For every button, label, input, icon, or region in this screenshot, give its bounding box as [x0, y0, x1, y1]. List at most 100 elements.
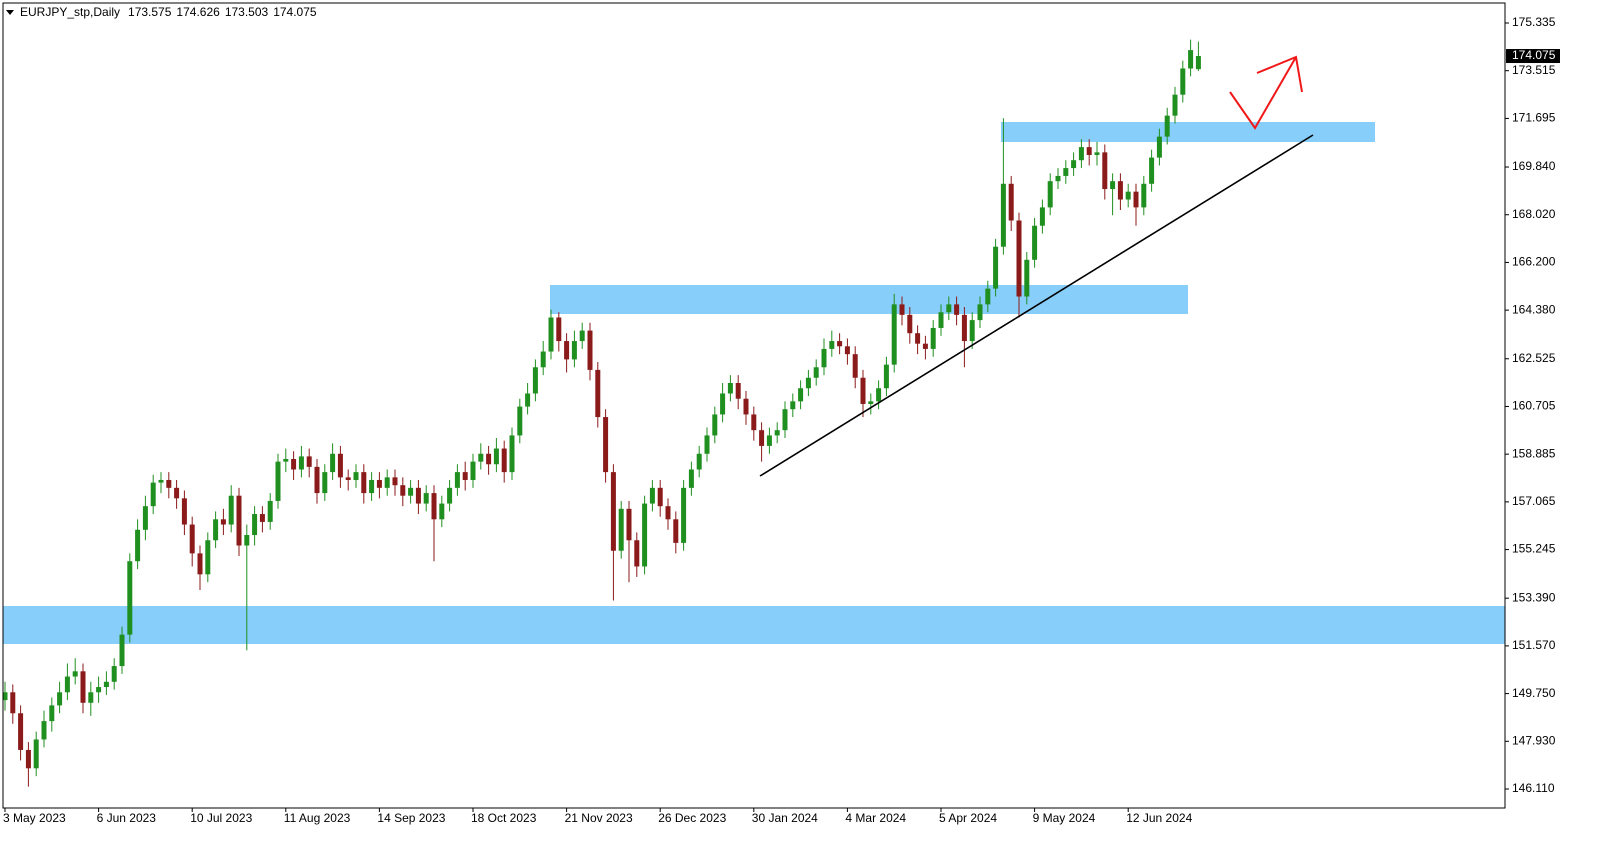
candle-body	[1063, 168, 1069, 176]
candle-body	[1141, 183, 1147, 208]
candle-body	[782, 409, 788, 431]
x-tick-label: 12 Jun 2024	[1126, 811, 1192, 825]
menu-icon	[6, 10, 14, 15]
candle-body	[142, 506, 148, 530]
last-open: 173.575	[128, 5, 172, 19]
candle-body	[135, 529, 141, 562]
candle-body	[1164, 115, 1170, 137]
candle-body	[790, 401, 796, 410]
candle-body	[454, 472, 460, 488]
candle-body	[525, 393, 531, 407]
candle-body	[361, 472, 367, 494]
y-tick-label: 149.750	[1512, 686, 1556, 700]
candle-body	[96, 687, 102, 693]
candle-body	[25, 749, 31, 769]
candle-body	[805, 377, 811, 389]
candle-body	[337, 453, 343, 478]
candle-body	[49, 705, 55, 722]
x-tick-label: 3 May 2023	[3, 811, 66, 825]
y-tick-label: 146.110	[1512, 781, 1555, 795]
candle-body	[470, 461, 476, 480]
x-tick-label: 4 Mar 2024	[845, 811, 906, 825]
candles	[2, 39, 1201, 787]
candle-body	[860, 377, 866, 404]
candle-body	[517, 406, 523, 436]
candle-body	[1110, 181, 1116, 190]
candle-body	[314, 466, 320, 494]
candle-body	[571, 341, 577, 360]
y-tick-label: 153.390	[1512, 590, 1556, 604]
candle-body	[696, 453, 702, 470]
candle-body	[18, 713, 24, 750]
candle-body	[649, 487, 655, 504]
candle-body	[408, 487, 414, 496]
x-tick-label: 5 Apr 2024	[939, 811, 997, 825]
candle-body	[1094, 152, 1100, 155]
candle-body	[532, 367, 538, 394]
candle-body	[922, 343, 928, 349]
y-tick-label: 164.380	[1512, 302, 1556, 316]
candle-body	[330, 453, 336, 473]
y-tick-label: 158.885	[1512, 446, 1556, 460]
candle-body	[938, 312, 944, 328]
candle-body	[166, 479, 172, 488]
candle-body	[392, 477, 398, 486]
candle-body	[798, 388, 804, 402]
candle-body	[1047, 181, 1053, 208]
candle-body	[712, 414, 718, 436]
candle-body	[1078, 147, 1084, 161]
candle-body	[1000, 183, 1006, 247]
candle-body	[852, 354, 858, 378]
resistance-zone	[1001, 122, 1375, 142]
candle-body	[1102, 152, 1108, 190]
candle-body	[587, 330, 593, 370]
candle-body	[259, 514, 265, 522]
candle-body	[1008, 183, 1014, 221]
y-tick-label: 171.695	[1512, 111, 1556, 125]
candle-body	[2, 692, 8, 701]
candle-body	[579, 330, 585, 342]
candle-body	[306, 456, 312, 467]
candle-body	[766, 435, 772, 446]
candle-body	[10, 692, 16, 714]
candle-body	[720, 393, 726, 415]
candle-body	[298, 456, 304, 470]
x-tick-label: 11 Aug 2023	[284, 811, 351, 825]
x-tick-label: 26 Dec 2023	[658, 811, 726, 825]
candle-body	[704, 435, 710, 454]
candle-body	[813, 367, 819, 378]
candle-body	[548, 317, 554, 352]
candle-body	[844, 346, 850, 355]
candle-body	[946, 304, 952, 313]
y-tick-label: 157.065	[1512, 494, 1556, 508]
arrow	[1229, 55, 1303, 130]
candle-body	[954, 304, 960, 315]
candle-body	[376, 479, 382, 488]
candle-body	[423, 493, 429, 504]
candle-body	[493, 448, 499, 465]
last-low: 173.503	[225, 5, 269, 19]
candle-body	[1125, 191, 1131, 200]
candle-body	[103, 681, 109, 688]
candle-body	[462, 472, 468, 480]
y-tick-label: 166.200	[1512, 255, 1556, 269]
candle-body	[158, 479, 164, 483]
chart-header: EURJPY_stp,Daily 173.575 174.626 173.503 174…	[20, 5, 317, 19]
candle-body	[228, 495, 234, 525]
candle-body	[564, 341, 570, 360]
candle-body	[1172, 94, 1178, 116]
candle-body	[774, 430, 780, 436]
candle-body	[540, 351, 546, 368]
candle-body	[595, 369, 601, 418]
candle-body	[961, 314, 967, 342]
candle-body	[197, 553, 203, 575]
candle-body	[626, 508, 632, 541]
candle-body	[821, 348, 827, 368]
candle-body	[891, 304, 897, 365]
candle-body	[977, 304, 983, 321]
x-tick-label: 9 May 2024	[1033, 811, 1096, 825]
candle-body	[150, 482, 156, 507]
candle-body	[1071, 160, 1077, 169]
